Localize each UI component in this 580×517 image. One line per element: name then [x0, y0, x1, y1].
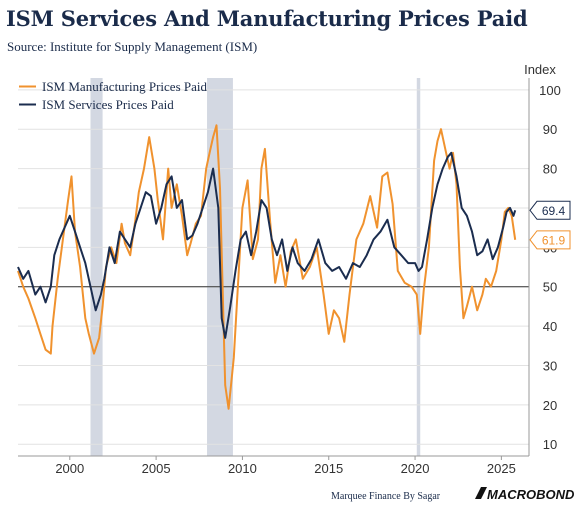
x-tick-label-2000: 2000	[55, 461, 84, 476]
x-tick-label-2020: 2020	[401, 461, 430, 476]
last-value-badges: 69.4 61.9	[529, 200, 571, 250]
macrobond-logo-mark	[475, 487, 487, 499]
x-tick-label-2025: 2025	[487, 461, 516, 476]
y-tick-label-30: 30	[543, 358, 557, 373]
y-axis-label: Index	[524, 62, 556, 77]
legend: ISM Manufacturing Prices Paid ISM Servic…	[19, 79, 208, 112]
y-tick-label-100: 100	[539, 83, 561, 98]
legend-label-services: ISM Services Prices Paid	[42, 97, 174, 112]
series-line-services	[17, 151, 517, 339]
last-value-badge-manufacturing	[529, 230, 571, 250]
macrobond-logo-text: MACROBOND	[487, 487, 575, 502]
recession-band-2	[416, 78, 421, 456]
series-group	[17, 124, 517, 410]
x-tick-label-2005: 2005	[142, 461, 171, 476]
last-value-label-manufacturing: 61.9	[542, 233, 566, 247]
y-tick-label-80: 80	[543, 162, 557, 177]
last-value-label-services: 69.4	[542, 204, 566, 218]
y-tick-label-20: 20	[543, 398, 557, 413]
y-tick-label-90: 90	[543, 122, 557, 137]
y-tick-label-50: 50	[543, 280, 557, 295]
y-tick-label-40: 40	[543, 319, 557, 334]
chart-title: ISM Services And Manufacturing Prices Pa…	[6, 6, 528, 31]
series-line-manufacturing	[17, 124, 517, 410]
legend-label-manufacturing: ISM Manufacturing Prices Paid	[42, 79, 208, 94]
axes-group: 1020304050607080901002000200520102015202…	[18, 78, 561, 476]
recession-shading-group	[90, 78, 421, 456]
last-value-badge-services	[529, 200, 571, 220]
x-tick-label-2010: 2010	[228, 461, 257, 476]
macrobond-logo: MACROBOND	[475, 487, 575, 502]
chart-subtitle: Source: Institute for Supply Management …	[7, 39, 258, 54]
recession-band-0	[90, 78, 103, 456]
y-tick-label-10: 10	[543, 437, 557, 452]
footer-credit: Marquee Finance By Sagar	[331, 491, 441, 502]
x-tick-label-2015: 2015	[314, 461, 343, 476]
